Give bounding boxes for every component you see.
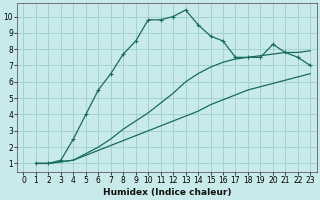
X-axis label: Humidex (Indice chaleur): Humidex (Indice chaleur) <box>103 188 231 197</box>
